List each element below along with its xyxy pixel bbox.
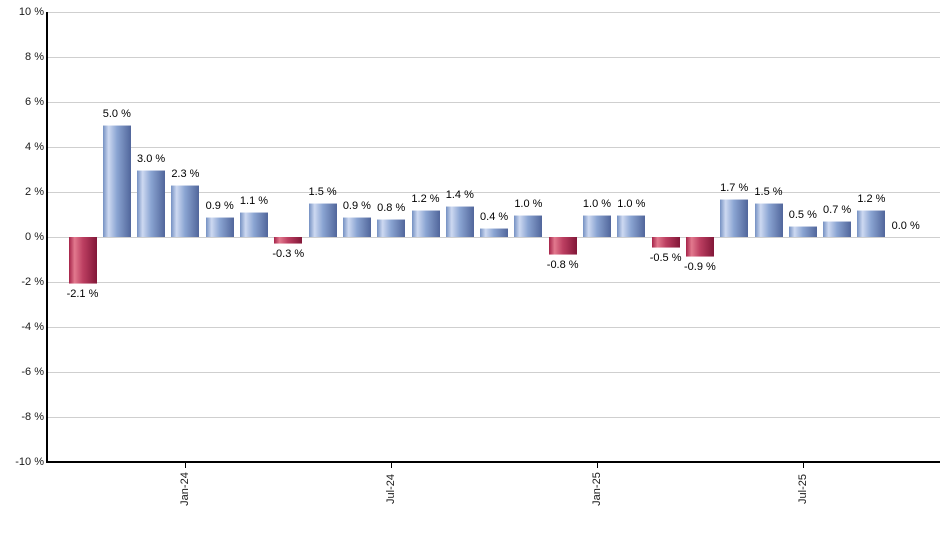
x-tick-label: Jul-24 — [385, 474, 398, 504]
bar-positive — [240, 212, 268, 237]
bar-positive — [857, 210, 886, 237]
y-tick-label: -6 % — [21, 366, 44, 378]
y-tick-label: 8 % — [25, 51, 44, 63]
bar-positive — [823, 221, 852, 237]
bars-layer: -2.1 % 5.0 % 3.0 % 2.3 % 0.9 % 1.1 % -0.3 % 1.5… — [48, 12, 940, 462]
y-tick-label: -8 % — [21, 411, 44, 423]
bar-positive — [308, 203, 337, 237]
y-tick-label: 6 % — [25, 96, 44, 108]
bar-value-label: 1.5 % — [754, 186, 783, 199]
bar-positive — [720, 198, 749, 237]
bar-positive — [514, 214, 543, 237]
bar-value-label: 0.5 % — [788, 208, 817, 221]
bar-negative — [274, 237, 303, 244]
bar-value-label: 1.4 % — [445, 188, 474, 201]
x-tick-mark — [597, 463, 598, 468]
bar-positive — [205, 216, 234, 237]
bar-value-label: 1.2 % — [411, 193, 440, 205]
gridline — [48, 192, 940, 193]
bar-value-label: -0.3 % — [272, 247, 305, 260]
y-tick-label: -4 % — [21, 321, 44, 333]
y-tick-label: 2 % — [25, 186, 44, 198]
bar-value-label: 0.9 % — [205, 199, 234, 212]
bar-value-label: -0.8 % — [546, 259, 579, 271]
bar-value-label: 1.0 % — [582, 197, 612, 210]
y-tick-label: 4 % — [25, 141, 44, 153]
bar-value-label: 0.7 % — [823, 204, 852, 217]
gridline — [48, 57, 940, 58]
bar-positive — [445, 205, 474, 237]
bar-value-label: 1.5 % — [308, 186, 337, 199]
bar-positive — [583, 214, 611, 237]
bar-value-label: 0.4 % — [480, 211, 509, 223]
bar-positive — [754, 203, 783, 237]
x-tick-label: Jan-24 — [179, 472, 192, 506]
y-tick-label: -10 % — [15, 456, 44, 468]
x-tick-mark — [803, 463, 804, 468]
bar-value-label: -0.5 % — [649, 252, 682, 265]
gridline — [48, 327, 940, 328]
x-tick-mark — [185, 463, 186, 468]
bar-value-label: 0.8 % — [377, 202, 406, 214]
bar-value-label: 1.0 % — [514, 197, 543, 210]
bar-positive — [171, 185, 200, 237]
bar-negative — [548, 237, 577, 255]
gridline — [48, 147, 940, 148]
gridline — [48, 237, 940, 238]
y-axis-line — [46, 12, 48, 463]
bar-positive — [102, 124, 131, 237]
gridline — [48, 102, 940, 103]
y-tick-label: 0 % — [25, 231, 44, 243]
x-tick-label: Jan-25 — [591, 472, 603, 506]
y-tick-label: -2 % — [21, 276, 44, 288]
bar-negative — [68, 237, 97, 285]
bar-positive — [788, 225, 817, 237]
bar-negative — [685, 237, 714, 258]
bar-positive — [377, 219, 406, 237]
bar-value-label: 1.2 % — [857, 193, 886, 205]
grid-layer — [48, 12, 940, 462]
bar-value-label: 2.3 % — [171, 168, 200, 181]
gridline — [48, 12, 940, 13]
bar-value-label: 0.9 % — [342, 199, 371, 212]
bar-positive — [411, 210, 440, 237]
bar-negative — [651, 237, 680, 249]
bar-value-label: 1.0 % — [617, 197, 646, 210]
bar-value-label: -2.1 % — [66, 288, 99, 301]
x-tick-mark — [391, 463, 392, 468]
bar-positive — [342, 216, 371, 237]
bar-value-label: 1.1 % — [239, 195, 269, 208]
gridline — [48, 417, 940, 418]
bar-positive — [480, 228, 509, 237]
bar-value-label: -0.9 % — [683, 261, 716, 274]
bar-value-label: 5.0 % — [102, 107, 131, 120]
bar-value-label: 0.0 % — [891, 220, 920, 232]
bar-value-label: 1.7 % — [720, 181, 749, 194]
bar-positive — [617, 214, 646, 237]
y-tick-label: 10 % — [18, 6, 44, 18]
gridline — [48, 372, 940, 373]
bar-value-label: 3.0 % — [137, 152, 166, 165]
bar-positive — [137, 169, 166, 237]
x-axis-line — [46, 461, 940, 463]
x-tick-label: Jul-25 — [796, 474, 809, 504]
gridline — [48, 282, 940, 283]
